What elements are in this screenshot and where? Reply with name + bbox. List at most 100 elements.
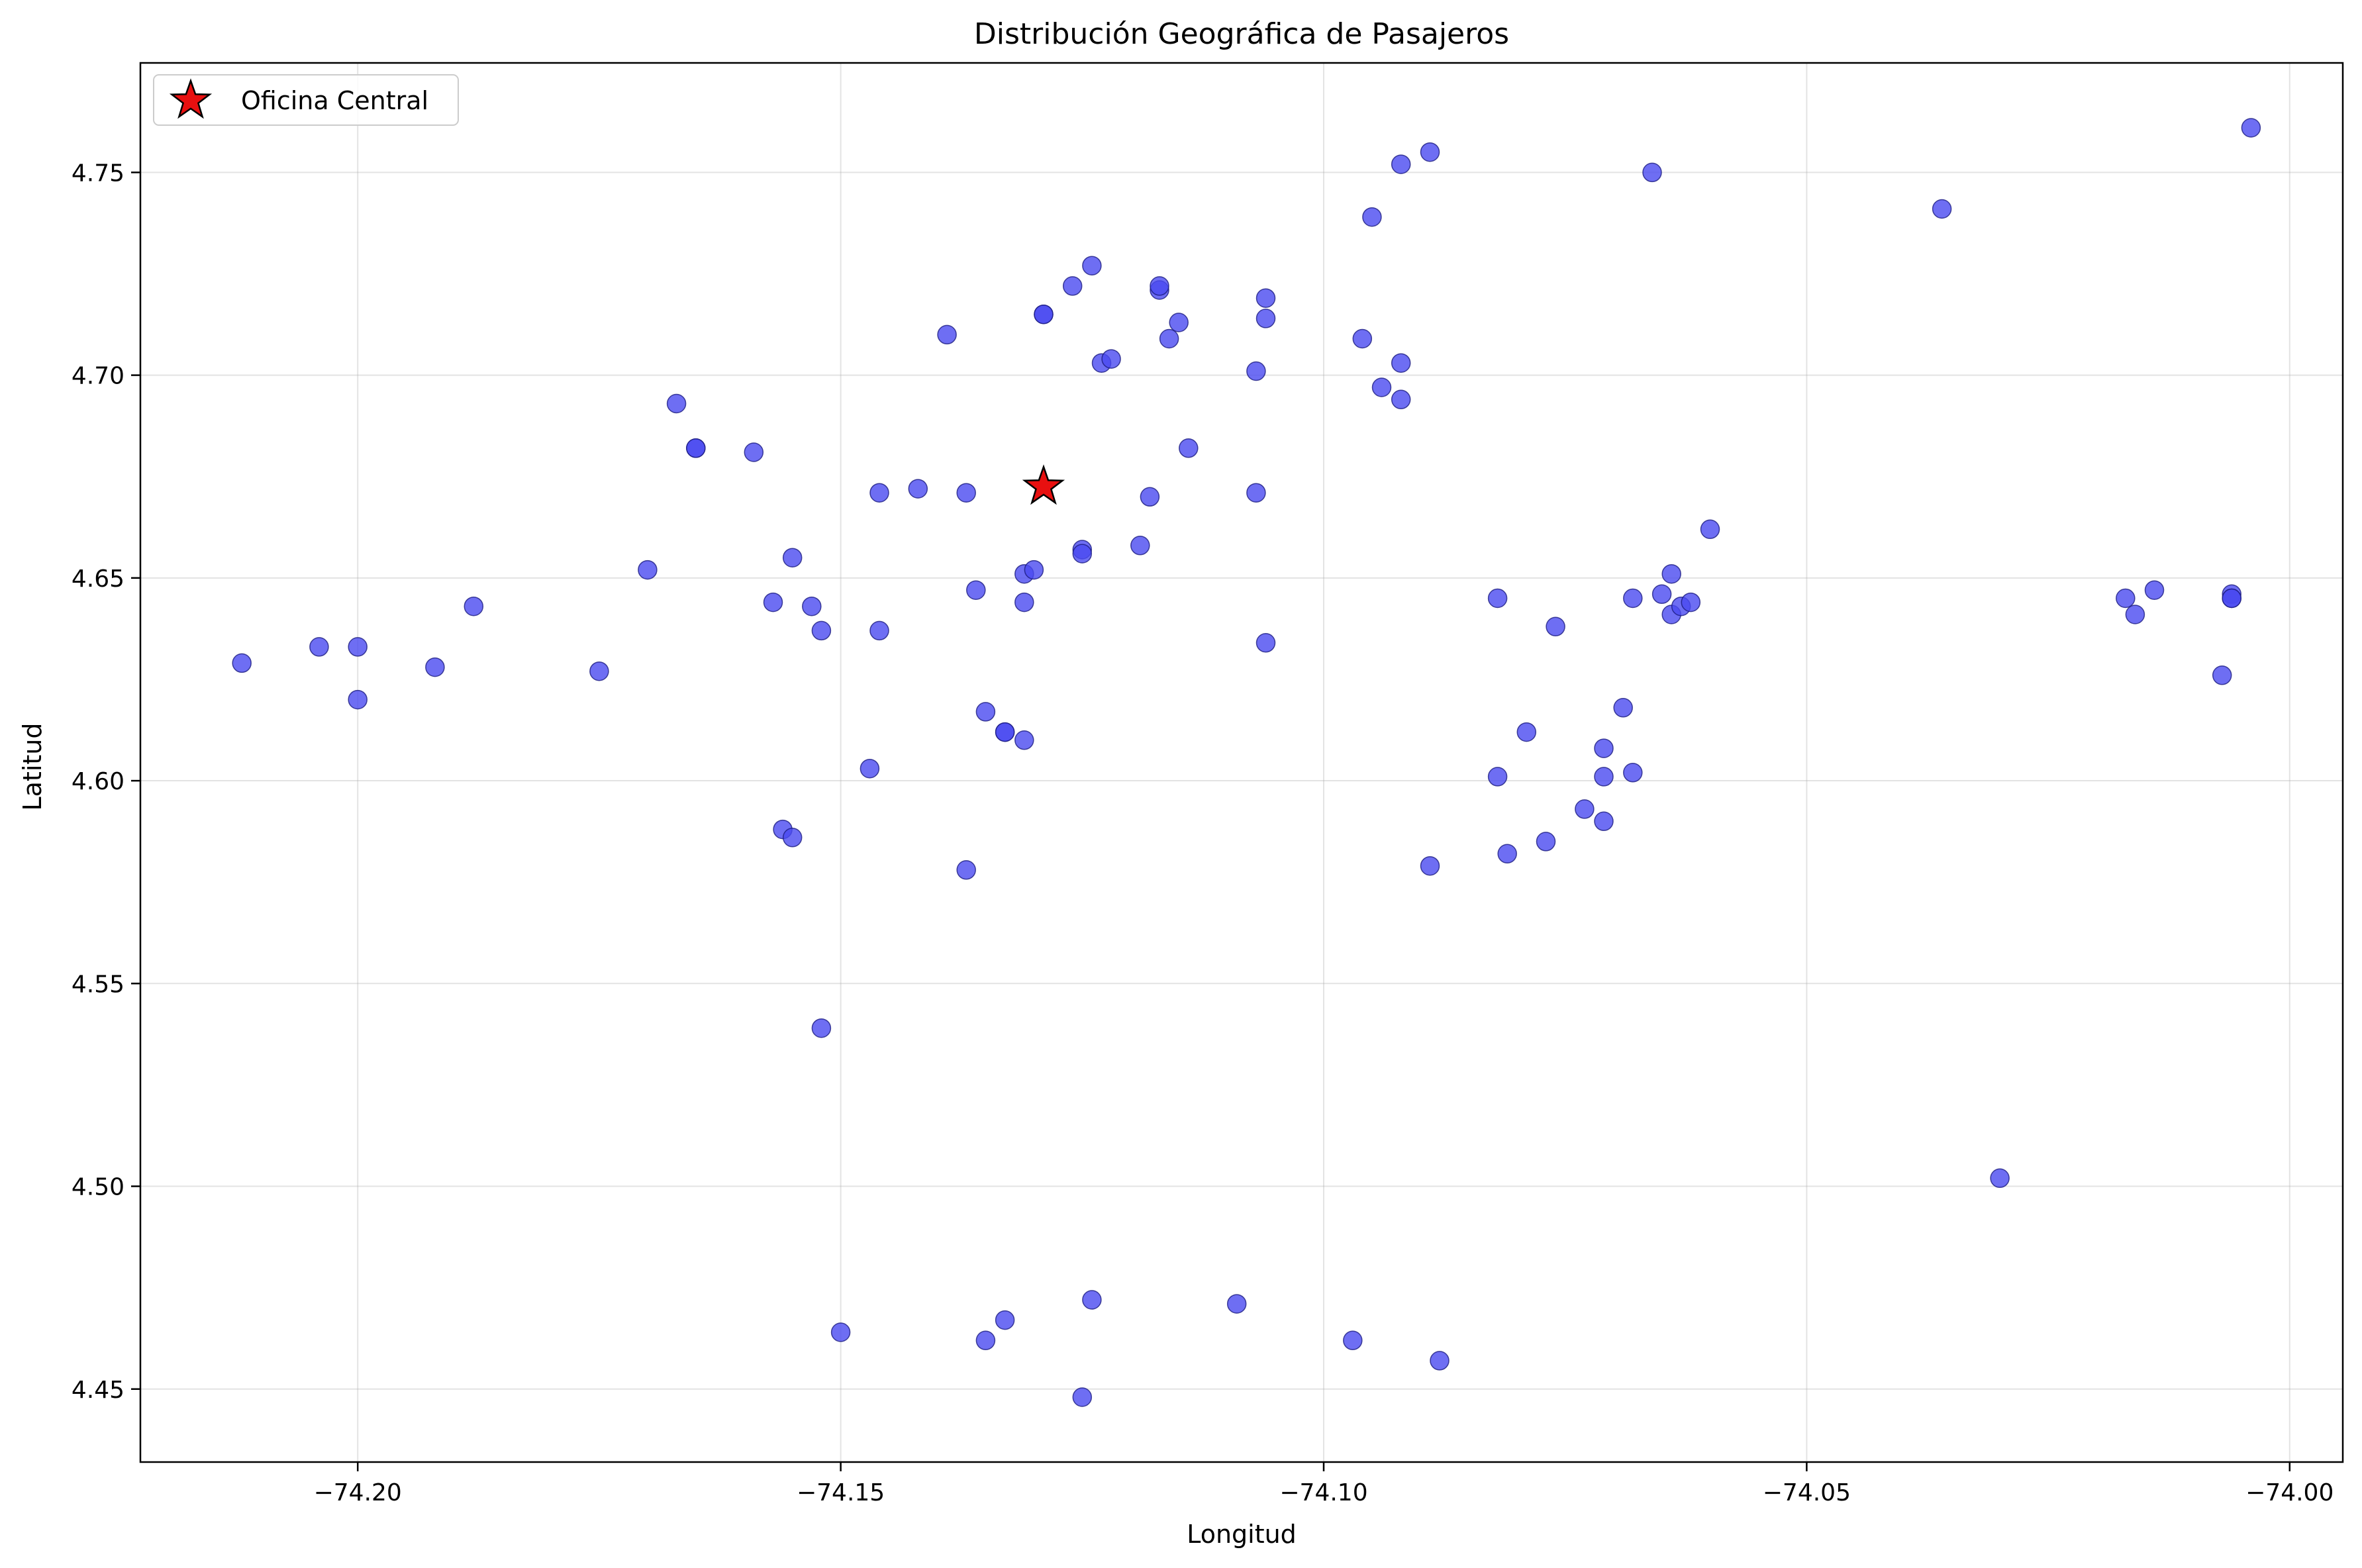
passenger-point (1700, 519, 1720, 540)
passenger-point (1430, 1351, 1450, 1371)
passenger-point (2241, 118, 2261, 138)
passenger-point (744, 442, 764, 462)
passenger-point (348, 637, 368, 657)
grid (140, 63, 2343, 1462)
passenger-point (1062, 276, 1083, 296)
passenger-point (1420, 856, 1440, 876)
y-tick-label: 4.50 (72, 1174, 124, 1201)
passenger-point (2144, 580, 2165, 600)
x-tick-label: −74.05 (1763, 1479, 1851, 1506)
legend-box (153, 74, 459, 126)
office-marker-layer (1022, 464, 1065, 505)
passenger-point (802, 596, 822, 616)
passenger-point (2212, 665, 2232, 685)
passenger-point (348, 689, 368, 710)
y-tick-label: 4.75 (72, 160, 124, 187)
x-tick-label: −74.00 (2245, 1479, 2334, 1506)
passenger-point (1072, 544, 1093, 564)
passenger-point (1391, 154, 1411, 174)
passenger-point (782, 828, 803, 848)
passenger-point (811, 1018, 832, 1038)
passenger-point (908, 479, 928, 499)
passenger-point (1594, 767, 1614, 787)
passenger-point (1255, 309, 1276, 328)
passenger-point (1613, 698, 1633, 718)
passenger-point (1082, 256, 1102, 275)
passenger-point (1159, 328, 1179, 349)
x-tick-label: −74.20 (314, 1479, 402, 1506)
passenger-point (1169, 313, 1189, 332)
passenger-point (1362, 207, 1382, 227)
y-tick-label: 4.65 (72, 565, 124, 593)
passenger-point (2116, 588, 2136, 609)
passenger-point (956, 860, 976, 880)
passenger-point (1546, 616, 1565, 637)
passenger-point (860, 758, 880, 779)
passenger-point (1371, 377, 1392, 397)
passenger-point (1497, 844, 1517, 864)
passenger-point (1014, 730, 1034, 750)
legend: Oficina Central (153, 74, 459, 126)
passenger-point (309, 637, 329, 657)
passenger-point (1642, 162, 1662, 183)
x-tick-label: −74.15 (797, 1479, 885, 1506)
passenger-point (937, 324, 957, 345)
passenger-point (1681, 592, 1701, 612)
passenger-point (763, 592, 783, 612)
passenger-point (425, 657, 445, 677)
passenger-point (966, 580, 986, 600)
passenger-point (1150, 276, 1169, 296)
passenger-point (1024, 560, 1044, 580)
passenger-point (995, 1310, 1015, 1330)
passenger-point (638, 560, 658, 580)
passenger-point (1516, 722, 1537, 742)
passenger-point (1623, 588, 1643, 609)
passenger-point (869, 620, 889, 641)
passenger-point (869, 483, 889, 503)
x-ticks: −74.20 −74.15 −74.10 −74.05 −74.00 (314, 1462, 2334, 1506)
passenger-point (1343, 1330, 1363, 1351)
y-axis-label: Latitud (18, 722, 47, 810)
passenger-point (1420, 142, 1440, 162)
passenger-point (975, 1330, 996, 1351)
y-ticks: 4.45 4.50 4.55 4.60 4.65 4.70 4.75 (72, 160, 140, 1404)
office-star-marker (1022, 464, 1065, 505)
passenger-point (1179, 438, 1199, 458)
plot-frame (139, 62, 2344, 1463)
legend-star-shape (169, 78, 213, 119)
passenger-point (1651, 584, 1672, 605)
passenger-point (1130, 536, 1150, 556)
passenger-point (1255, 633, 1276, 653)
passenger-points (232, 118, 2261, 1407)
passenger-point (666, 393, 687, 414)
passenger-point (1623, 763, 1643, 783)
passenger-point (811, 620, 832, 641)
x-tick-label: −74.10 (1279, 1479, 1367, 1506)
passenger-point (1082, 1290, 1102, 1310)
passenger-point (2222, 588, 2241, 609)
passenger-point (1594, 738, 1614, 758)
passenger-point (1246, 483, 1266, 503)
legend-entry-office: Oficina Central (241, 86, 428, 115)
passenger-point (1575, 799, 1595, 819)
y-tick-label: 4.60 (72, 768, 124, 795)
passenger-point (1932, 199, 1952, 219)
passenger-point (1990, 1168, 2010, 1189)
passenger-point (830, 1322, 851, 1342)
y-tick-label: 4.55 (72, 971, 124, 998)
passenger-point (589, 661, 609, 681)
passenger-point (464, 596, 484, 616)
passenger-point (1391, 389, 1411, 410)
x-axis-label: Longitud (1187, 1520, 1297, 1549)
passenger-point (1391, 353, 1411, 373)
passenger-point (232, 653, 252, 673)
legend-star-icon (169, 78, 213, 119)
passenger-point (1352, 328, 1373, 349)
passenger-point (1246, 361, 1266, 381)
passenger-point (975, 702, 996, 722)
passenger-point (2125, 605, 2145, 624)
passenger-point (1536, 832, 1556, 852)
passenger-point (782, 548, 803, 567)
